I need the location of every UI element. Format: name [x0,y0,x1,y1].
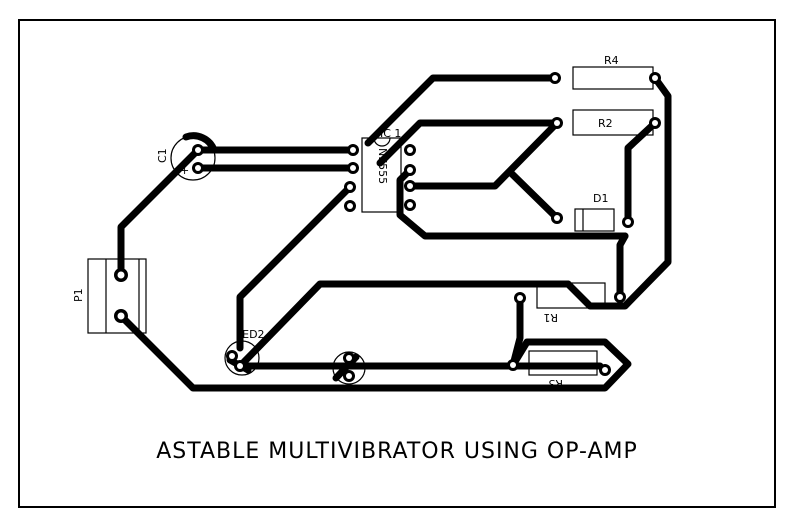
trace-r2-left [376,119,561,167]
pad [551,117,563,129]
ic1-body [361,137,402,213]
trace-r2-right [624,119,659,226]
ic1-notch [373,137,391,147]
r1-body [536,282,606,309]
pad [649,117,661,129]
trace-p1-bottom [117,312,632,392]
traces [117,74,672,392]
pad [114,268,128,282]
pad [344,181,356,193]
pad [622,216,634,228]
board-outline [18,19,776,508]
pad [551,212,563,224]
pad [649,72,661,84]
trace-ic-to-led2 [236,183,354,352]
pads [114,72,661,382]
d1-body [574,208,615,232]
label-d1: D1 [593,192,608,205]
label-ic1: IC 1 [380,127,401,140]
trace-d1-to-r1 [616,232,629,301]
pad [234,360,246,372]
label-ic1-part: NE555 [376,148,389,184]
led2-body [224,340,260,376]
p1-body [87,258,147,334]
label-c1: C1 [156,148,169,163]
pad [514,292,526,304]
trace-ic-loop [396,166,629,240]
pad [114,309,128,323]
pad [226,350,238,362]
label-r1: R1 [543,311,558,324]
pad [192,162,204,174]
label-led2: LED2 [236,328,265,341]
pad [343,352,355,364]
label-p1: P1 [72,288,85,302]
trace-r1-r3 [509,294,524,369]
pad [344,200,356,212]
pad [404,144,416,156]
trace-mid-long [240,280,572,366]
silk-labels: R4 R2 D1 R1 R3 C1 P1 LED2 IC 1 NE555 + [72,54,619,390]
pad [549,72,561,84]
pad [599,364,611,376]
trace-to-d1 [506,168,561,222]
polarity-plus: + [180,164,189,177]
trace-ic-to-r2 [406,119,561,190]
board-title: ASTABLE MULTIVIBRATOR USING OP-AMP [156,439,638,464]
r4-body [572,66,654,90]
pad [404,164,416,176]
pad [404,180,416,192]
pad [614,291,626,303]
pad [404,199,416,211]
pad [347,162,359,174]
r3-body [528,350,598,376]
label-r4: R4 [604,54,619,67]
trace-r4-right [564,74,672,310]
components [87,66,654,385]
pad [347,144,359,156]
trace-r4-left [364,74,559,147]
pad [507,359,519,371]
pad [343,370,355,382]
label-r3: R3 [548,377,563,390]
label-r2: R2 [598,117,613,130]
pad [192,144,204,156]
c1-band [182,132,218,154]
